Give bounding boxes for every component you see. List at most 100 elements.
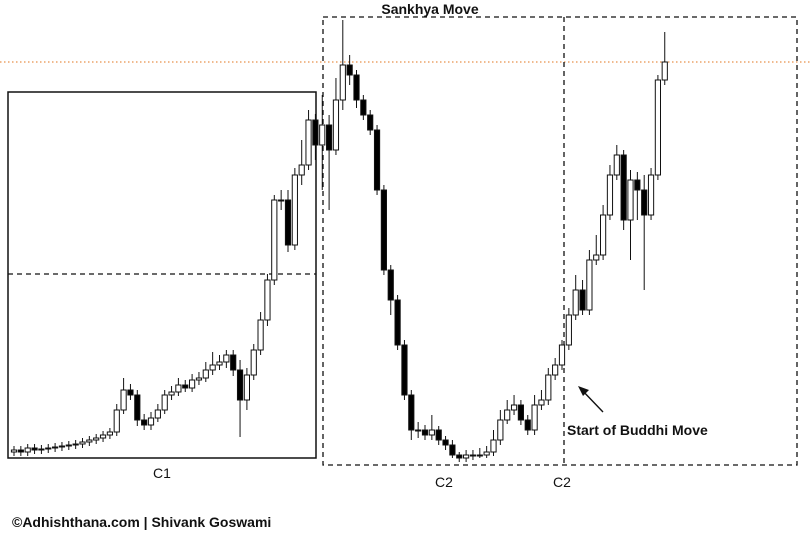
candles	[10, 20, 668, 462]
candle-body	[401, 344, 408, 396]
candle-body	[538, 399, 545, 406]
candle-body	[524, 419, 531, 431]
candle-body	[346, 64, 353, 76]
candle-body	[195, 377, 203, 381]
candle-body	[463, 454, 470, 459]
candle-body	[387, 269, 394, 301]
arrow-head	[578, 386, 589, 396]
candle-body	[278, 199, 285, 202]
candle-body	[360, 99, 367, 116]
credit: ©Adhishthana.com | Shivank Goswami	[12, 514, 271, 530]
candle-body	[476, 454, 483, 457]
candle-body	[558, 344, 566, 366]
candle-body	[31, 447, 38, 451]
candle-body	[565, 314, 572, 346]
candle-body	[284, 199, 292, 246]
candle-body	[620, 154, 627, 221]
candle-body	[38, 448, 45, 451]
candle-body	[408, 394, 415, 431]
candle-body	[216, 361, 223, 366]
candle-body	[627, 179, 634, 221]
candle-body	[271, 199, 278, 281]
candle-body	[353, 74, 360, 101]
candle-body	[298, 164, 305, 176]
candle-body	[367, 114, 374, 131]
candle-body	[531, 404, 538, 431]
candle-body	[202, 369, 209, 379]
candle-body	[552, 364, 559, 376]
candle-body	[250, 349, 257, 376]
candle-body	[586, 259, 593, 311]
candle-body	[442, 439, 449, 446]
candle-body	[545, 374, 552, 401]
candle-body	[421, 429, 429, 436]
candle-body	[147, 417, 155, 426]
candle-body	[154, 409, 161, 419]
c1-box	[7, 91, 317, 459]
candle-body	[257, 319, 264, 351]
candle-body	[449, 444, 456, 456]
candle-body	[305, 119, 312, 166]
candle-body	[394, 299, 401, 346]
candle-body	[647, 174, 655, 216]
candle-body	[134, 394, 141, 421]
candle-body	[415, 429, 422, 432]
annotation: C2	[553, 474, 571, 490]
candle-body	[120, 389, 127, 411]
candle-body	[127, 389, 134, 396]
candle-body	[161, 394, 168, 411]
annotation: C1	[153, 465, 171, 481]
candle-body	[490, 439, 497, 453]
candle-body	[606, 174, 614, 216]
candle-body	[469, 454, 477, 457]
candle-body	[579, 289, 586, 311]
candle-body	[641, 189, 648, 216]
candle-body	[52, 446, 59, 449]
candle-body	[600, 214, 607, 256]
candle-body	[113, 409, 120, 433]
candle-body	[182, 384, 189, 389]
candle-body	[230, 354, 237, 371]
candle-body	[428, 429, 435, 436]
candle-body	[175, 384, 182, 393]
candle-body	[483, 451, 490, 456]
candle-body	[99, 434, 107, 439]
candle-body	[45, 447, 52, 450]
candle-body	[209, 364, 216, 371]
candle-body	[497, 419, 504, 441]
candle-body	[106, 431, 114, 436]
candle-body	[86, 439, 93, 443]
candle-body	[312, 119, 319, 146]
annotation: Start of Buddhi Move	[567, 422, 708, 438]
candle-body	[373, 129, 381, 191]
candle-body	[58, 445, 66, 448]
candle-body	[456, 454, 463, 459]
candle-body	[17, 449, 24, 453]
candle-body	[572, 289, 579, 316]
candle-body	[243, 374, 251, 401]
candle-body	[654, 79, 661, 176]
candle-body	[79, 441, 86, 445]
candle-body	[10, 449, 18, 453]
candle-body	[326, 124, 333, 151]
annotation: C2	[435, 474, 453, 490]
candle-body	[236, 369, 244, 401]
candle-body	[380, 189, 387, 271]
candle-body	[223, 354, 230, 363]
annotation: Sankhya Move	[381, 1, 478, 17]
candle-body	[65, 444, 72, 447]
candle-body	[593, 254, 600, 261]
candle-body	[72, 443, 79, 446]
candle-body	[264, 279, 271, 321]
candle-body	[189, 379, 196, 389]
candle-body	[517, 404, 524, 421]
candle-body	[319, 124, 326, 146]
candle-body	[435, 429, 442, 441]
candle-body	[613, 154, 620, 176]
candle-body	[93, 437, 100, 441]
candle-body	[504, 409, 511, 421]
candle-body	[168, 391, 175, 396]
candle-body	[141, 419, 148, 426]
candle-body	[634, 179, 641, 191]
